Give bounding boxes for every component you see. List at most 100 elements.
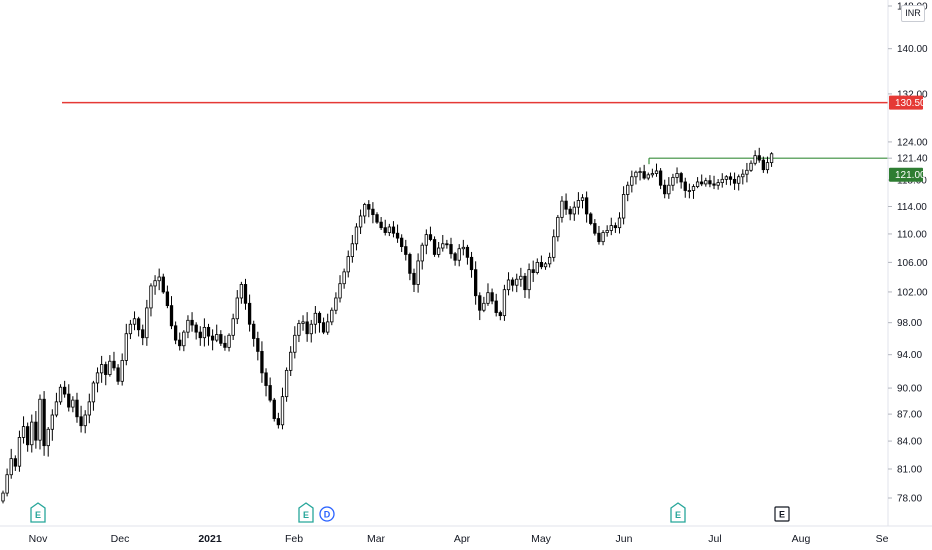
candle	[309, 319, 313, 343]
candle-body	[252, 323, 256, 339]
candle-body	[704, 180, 708, 185]
candle-body	[326, 321, 330, 333]
candle-body	[227, 334, 231, 348]
candle-body	[728, 176, 733, 180]
upcoming-earnings-marker[interactable]: E	[774, 506, 790, 522]
candle	[515, 273, 519, 293]
candle-body	[523, 275, 527, 291]
candle-body	[687, 190, 692, 192]
candle	[708, 175, 712, 188]
candle	[305, 312, 309, 342]
candle	[297, 319, 301, 343]
candle-body	[506, 279, 511, 291]
candle-body	[646, 174, 650, 179]
candle	[58, 384, 63, 405]
x-tick-label: Feb	[285, 533, 303, 545]
candle	[720, 173, 724, 188]
candle	[260, 341, 264, 383]
candle-body	[412, 272, 416, 285]
candle	[400, 234, 404, 253]
candle-body	[424, 234, 428, 246]
candle-body	[334, 297, 338, 311]
candle-body	[547, 256, 552, 265]
candle-body	[165, 291, 170, 307]
candle-body	[338, 283, 342, 299]
candle-body	[256, 338, 260, 352]
candle-body	[683, 181, 687, 191]
candle-body	[486, 292, 490, 304]
candle	[441, 234, 445, 252]
candle-body	[765, 162, 770, 171]
candle-body	[757, 155, 761, 161]
candle	[350, 234, 355, 263]
red-level-label: 130.50	[895, 98, 926, 109]
candle	[654, 163, 659, 177]
y-tick-label: 81.00	[897, 465, 922, 476]
dividend-marker[interactable]: D	[319, 506, 335, 522]
earnings-marker[interactable]: E	[670, 502, 686, 523]
x-tick-label: Aug	[792, 533, 811, 545]
svg-text:E: E	[779, 510, 785, 520]
y-tick-label: 98.00	[897, 318, 922, 329]
candle-body	[589, 213, 593, 224]
candle-body	[231, 318, 235, 336]
candle	[667, 177, 671, 199]
candle	[741, 169, 745, 185]
candle-body	[712, 183, 716, 186]
candle-body	[437, 247, 441, 255]
candle-body	[679, 173, 683, 183]
candle-body	[626, 184, 630, 195]
candle-body	[416, 260, 420, 285]
candle-body	[634, 171, 638, 178]
candle-body	[400, 237, 404, 248]
y-tick-label: 102.00	[897, 287, 928, 298]
candle	[178, 332, 182, 351]
candle-body	[691, 186, 696, 191]
x-tick-label: Mar	[367, 533, 386, 545]
candle	[63, 380, 67, 398]
y-tick-label: 87.00	[897, 410, 922, 421]
candle	[280, 387, 285, 430]
y-tick-label: 132.00	[897, 89, 928, 100]
candle	[420, 242, 424, 270]
candle	[367, 200, 371, 218]
candle-body	[289, 351, 293, 371]
candle	[293, 326, 297, 359]
candle-body	[198, 331, 202, 339]
candle-body	[350, 243, 355, 258]
candle	[26, 422, 30, 452]
candle	[437, 242, 441, 258]
earnings-marker[interactable]: E	[30, 502, 46, 523]
earnings-marker[interactable]: E	[298, 502, 314, 523]
candle	[613, 222, 618, 233]
candle	[580, 194, 585, 209]
candle-body	[186, 319, 190, 333]
candle-body	[601, 232, 605, 243]
candle-body	[441, 243, 445, 249]
candle	[593, 219, 597, 236]
candle	[432, 236, 437, 257]
candle	[683, 177, 687, 198]
candle	[724, 175, 729, 185]
candle	[642, 164, 646, 180]
candle	[223, 335, 227, 351]
candle	[5, 468, 9, 497]
candle-body	[194, 324, 198, 333]
candle	[375, 212, 379, 224]
candle	[601, 230, 605, 246]
x-tick-label: Se	[876, 533, 889, 545]
candle-body	[223, 342, 227, 348]
candle	[186, 315, 190, 339]
currency-label[interactable]: INR	[901, 5, 925, 22]
candle-body	[21, 426, 26, 438]
candle	[17, 430, 22, 472]
candle-body	[30, 421, 34, 446]
candle-body	[26, 426, 30, 446]
candle	[87, 393, 91, 424]
candle	[671, 173, 675, 191]
candle-body	[494, 300, 498, 313]
candle	[363, 202, 367, 224]
candle-body	[642, 171, 646, 179]
candle	[219, 330, 223, 347]
